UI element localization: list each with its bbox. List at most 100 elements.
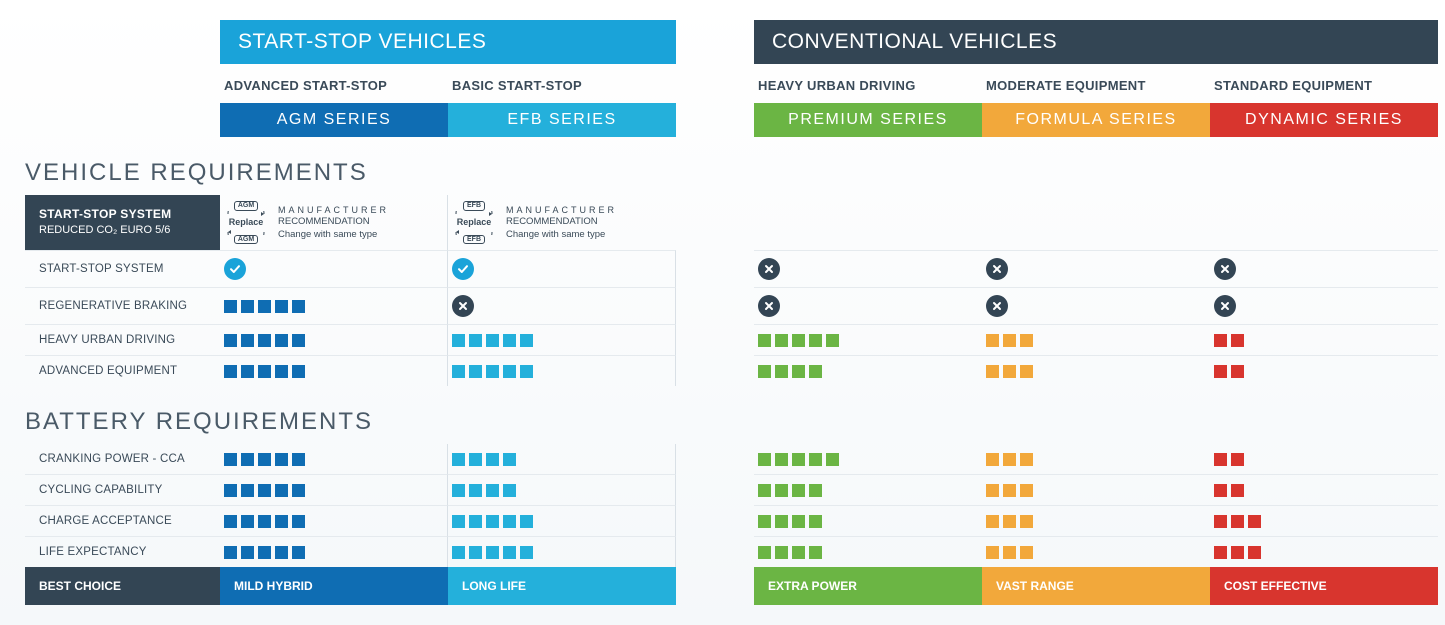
spacer xyxy=(676,103,754,137)
rating-square xyxy=(503,334,516,347)
rating-square xyxy=(486,365,499,378)
cell xyxy=(982,444,1210,474)
rating-square xyxy=(486,453,499,466)
rating-square xyxy=(1003,546,1016,559)
rating-square xyxy=(275,300,288,313)
cross-icon xyxy=(986,258,1008,280)
row-label: REGENERATIVE BRAKING xyxy=(25,287,220,324)
rating-square xyxy=(486,515,499,528)
rating-square xyxy=(792,515,805,528)
best-choice-dynamic: COST EFFECTIVE xyxy=(1210,567,1438,605)
rating-square xyxy=(809,334,822,347)
rating-square xyxy=(452,365,465,378)
cell xyxy=(754,324,982,355)
rating-square xyxy=(1020,515,1033,528)
cross-icon xyxy=(452,295,474,317)
rating-square xyxy=(792,546,805,559)
rating-square xyxy=(224,334,237,347)
cell xyxy=(448,505,676,536)
rating-squares xyxy=(452,365,533,378)
cell xyxy=(982,355,1210,386)
rating-squares xyxy=(986,515,1033,528)
check-icon xyxy=(452,258,474,280)
cell xyxy=(982,505,1210,536)
rating-square xyxy=(241,334,254,347)
rating-square xyxy=(986,365,999,378)
rating-squares xyxy=(1214,365,1244,378)
rating-square xyxy=(258,546,271,559)
rating-square xyxy=(241,546,254,559)
spacer xyxy=(676,474,754,505)
cell xyxy=(220,505,448,536)
rating-squares xyxy=(224,334,305,347)
rating-square xyxy=(469,546,482,559)
series-bar-agm: AGM SERIES xyxy=(220,103,448,137)
cell xyxy=(1210,536,1438,567)
rating-square xyxy=(258,453,271,466)
rating-squares xyxy=(986,546,1033,559)
section-title-battery: BATTERY REQUIREMENTS xyxy=(25,386,1438,444)
rating-square xyxy=(775,334,788,347)
rating-square xyxy=(1020,453,1033,466)
series-sublabel: MODERATE EQUIPMENT xyxy=(982,64,1210,103)
manufacturer-text: MANUFACTURERRECOMMENDATIONChange with sa… xyxy=(506,204,617,242)
rating-square xyxy=(292,484,305,497)
rating-square xyxy=(275,453,288,466)
spacer xyxy=(676,355,754,386)
spacer xyxy=(25,20,220,64)
rating-square xyxy=(1231,484,1244,497)
cell xyxy=(982,474,1210,505)
replace-icon: EFBReplaceEFB xyxy=(452,201,496,244)
rating-square xyxy=(1214,515,1227,528)
rating-square xyxy=(275,484,288,497)
rating-square xyxy=(792,484,805,497)
cell xyxy=(754,250,982,287)
cell xyxy=(1210,324,1438,355)
rating-square xyxy=(1003,484,1016,497)
rating-square xyxy=(758,515,771,528)
rating-square xyxy=(241,300,254,313)
cell xyxy=(448,444,676,474)
rowhead-start-stop: START-STOP SYSTEMREDUCED CO₂ EURO 5/6 xyxy=(25,195,220,250)
rating-square xyxy=(258,334,271,347)
rating-square xyxy=(224,515,237,528)
cell xyxy=(1210,505,1438,536)
rating-square xyxy=(826,334,839,347)
rating-square xyxy=(986,546,999,559)
rating-square xyxy=(775,484,788,497)
rating-square xyxy=(503,365,516,378)
rating-square xyxy=(809,546,822,559)
rating-square xyxy=(792,365,805,378)
category-header-conventional: CONVENTIONAL VEHICLES xyxy=(754,20,1438,64)
rating-square xyxy=(224,453,237,466)
cell xyxy=(448,474,676,505)
spacer xyxy=(676,195,754,250)
manufacturer-cell-efb: EFBReplaceEFB MANUFACTURERRECOMMENDATIONC… xyxy=(448,195,676,250)
rating-square xyxy=(1003,334,1016,347)
rating-square xyxy=(258,365,271,378)
rowhead-title: START-STOP SYSTEM xyxy=(39,207,206,221)
rating-square xyxy=(503,515,516,528)
row-label: START-STOP SYSTEM xyxy=(25,250,220,287)
row-label: HEAVY URBAN DRIVING xyxy=(25,324,220,355)
rating-square xyxy=(258,484,271,497)
cell xyxy=(220,474,448,505)
rating-squares xyxy=(224,484,305,497)
rating-squares xyxy=(1214,515,1261,528)
rating-squares xyxy=(452,453,516,466)
rating-square xyxy=(809,365,822,378)
row-label: LIFE EXPECTANCY xyxy=(25,536,220,567)
rating-square xyxy=(1248,546,1261,559)
spacer xyxy=(676,20,754,64)
rating-squares xyxy=(224,453,305,466)
cell xyxy=(982,250,1210,287)
rating-square xyxy=(1214,546,1227,559)
rating-square xyxy=(1003,453,1016,466)
best-choice-premium: EXTRA POWER xyxy=(754,567,982,605)
rating-square xyxy=(469,515,482,528)
cross-icon xyxy=(1214,295,1236,317)
rating-squares xyxy=(986,365,1033,378)
rating-square xyxy=(1231,365,1244,378)
cross-icon xyxy=(758,258,780,280)
rating-square xyxy=(503,484,516,497)
